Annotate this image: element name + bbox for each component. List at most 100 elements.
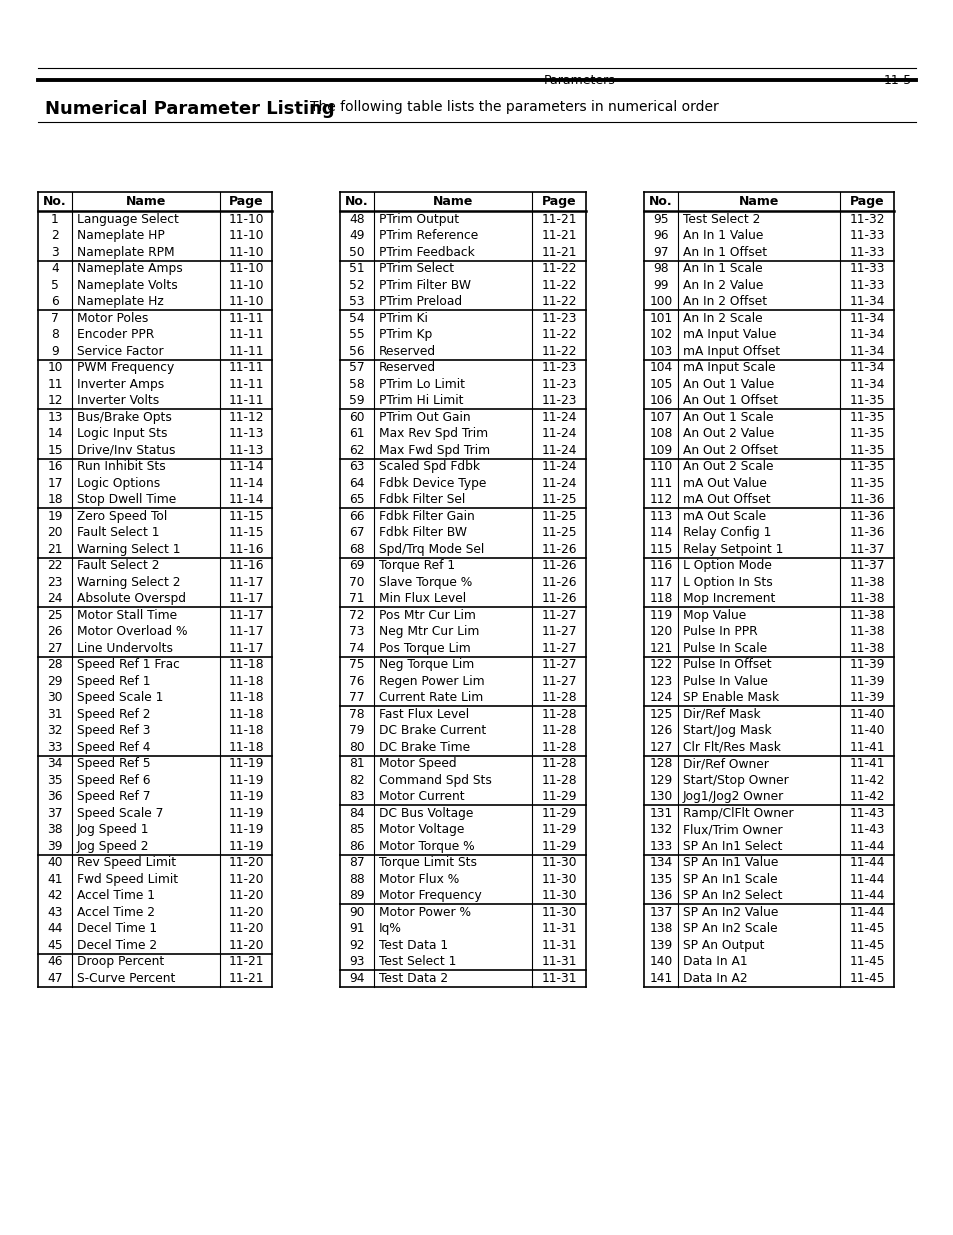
Text: 11-33: 11-33	[848, 230, 883, 242]
Text: Test Data 2: Test Data 2	[378, 972, 448, 984]
Text: 11-22: 11-22	[540, 329, 577, 341]
Text: 77: 77	[349, 692, 364, 704]
Text: 11-23: 11-23	[540, 311, 577, 325]
Text: L Option Mode: L Option Mode	[682, 559, 771, 572]
Text: 36: 36	[48, 790, 63, 803]
Text: 11-29: 11-29	[540, 790, 577, 803]
Text: 11-35: 11-35	[848, 461, 883, 473]
Text: 99: 99	[653, 279, 668, 291]
Text: 66: 66	[349, 510, 364, 522]
Text: 11-26: 11-26	[540, 576, 577, 589]
Text: 11-31: 11-31	[540, 923, 577, 935]
Text: 11-34: 11-34	[848, 295, 883, 309]
Text: 138: 138	[649, 923, 672, 935]
Text: Pulse In PPR: Pulse In PPR	[682, 625, 757, 638]
Text: 101: 101	[649, 311, 672, 325]
Text: An In 1 Offset: An In 1 Offset	[682, 246, 766, 259]
Text: 11-20: 11-20	[228, 889, 263, 903]
Text: 32: 32	[48, 724, 63, 737]
Text: 57: 57	[349, 362, 364, 374]
Text: 75: 75	[349, 658, 364, 672]
Text: 11-38: 11-38	[848, 609, 883, 621]
Text: Page: Page	[541, 195, 576, 207]
Text: 71: 71	[349, 593, 364, 605]
Text: 4: 4	[51, 262, 59, 275]
Text: 79: 79	[349, 724, 364, 737]
Text: 89: 89	[349, 889, 364, 903]
Text: 11-17: 11-17	[228, 642, 263, 655]
Text: 139: 139	[649, 939, 672, 952]
Text: 11-41: 11-41	[848, 757, 883, 771]
Text: DC Brake Time: DC Brake Time	[378, 741, 470, 753]
Text: 11-28: 11-28	[540, 774, 577, 787]
Text: 54: 54	[349, 311, 364, 325]
Text: 26: 26	[48, 625, 63, 638]
Text: 11-38: 11-38	[848, 576, 883, 589]
Text: 117: 117	[649, 576, 672, 589]
Text: 11-14: 11-14	[228, 493, 263, 506]
Text: 11-14: 11-14	[228, 461, 263, 473]
Text: 121: 121	[649, 642, 672, 655]
Text: 11-11: 11-11	[228, 362, 263, 374]
Text: 11-17: 11-17	[228, 593, 263, 605]
Text: 11-25: 11-25	[540, 526, 577, 540]
Text: 11-15: 11-15	[228, 510, 264, 522]
Text: Regen Power Lim: Regen Power Lim	[378, 674, 484, 688]
Text: 18: 18	[47, 493, 63, 506]
Text: 11-19: 11-19	[228, 757, 263, 771]
Text: 11-19: 11-19	[228, 790, 263, 803]
Text: Motor Overload %: Motor Overload %	[77, 625, 188, 638]
Text: 11-45: 11-45	[848, 923, 883, 935]
Text: Speed Ref 6: Speed Ref 6	[77, 774, 151, 787]
Text: Decel Time 1: Decel Time 1	[77, 923, 157, 935]
Text: 11-34: 11-34	[848, 378, 883, 390]
Text: 63: 63	[349, 461, 364, 473]
Text: 140: 140	[649, 955, 672, 968]
Text: 35: 35	[47, 774, 63, 787]
Text: 104: 104	[649, 362, 672, 374]
Text: 73: 73	[349, 625, 364, 638]
Text: 11-24: 11-24	[540, 411, 577, 424]
Text: 11-10: 11-10	[228, 212, 263, 226]
Text: 11-10: 11-10	[228, 262, 263, 275]
Text: 74: 74	[349, 642, 364, 655]
Text: 11-13: 11-13	[228, 443, 263, 457]
Text: 11-35: 11-35	[848, 427, 883, 440]
Text: 23: 23	[48, 576, 63, 589]
Text: 11-38: 11-38	[848, 593, 883, 605]
Text: Speed Ref 1: Speed Ref 1	[77, 674, 151, 688]
Text: Speed Ref 1 Frac: Speed Ref 1 Frac	[77, 658, 180, 672]
Text: 11-34: 11-34	[848, 329, 883, 341]
Text: DC Bus Voltage: DC Bus Voltage	[378, 806, 473, 820]
Text: 124: 124	[649, 692, 672, 704]
Text: Accel Time 2: Accel Time 2	[77, 905, 154, 919]
Text: 11-18: 11-18	[228, 674, 264, 688]
Text: 37: 37	[48, 806, 63, 820]
Text: mA Input Offset: mA Input Offset	[682, 345, 780, 358]
Text: 116: 116	[649, 559, 672, 572]
Text: 109: 109	[649, 443, 672, 457]
Text: 60: 60	[349, 411, 364, 424]
Text: SP An In2 Value: SP An In2 Value	[682, 905, 778, 919]
Text: An In 1 Scale: An In 1 Scale	[682, 262, 761, 275]
Text: Nameplate HP: Nameplate HP	[77, 230, 165, 242]
Text: PTrim Select: PTrim Select	[378, 262, 454, 275]
Text: 134: 134	[649, 856, 672, 869]
Text: 34: 34	[48, 757, 63, 771]
Text: 11-19: 11-19	[228, 774, 263, 787]
Text: Reserved: Reserved	[378, 362, 436, 374]
Text: 11-29: 11-29	[540, 840, 577, 852]
Text: 14: 14	[48, 427, 63, 440]
Text: Logic Input Sts: Logic Input Sts	[77, 427, 168, 440]
Text: 11-31: 11-31	[540, 955, 577, 968]
Text: 115: 115	[649, 542, 672, 556]
Text: Speed Scale 1: Speed Scale 1	[77, 692, 163, 704]
Text: 6: 6	[51, 295, 59, 309]
Text: 11-23: 11-23	[540, 394, 577, 408]
Text: Speed Ref 3: Speed Ref 3	[77, 724, 151, 737]
Text: 11-24: 11-24	[540, 461, 577, 473]
Text: 11-28: 11-28	[540, 741, 577, 753]
Text: Speed Scale 7: Speed Scale 7	[77, 806, 163, 820]
Text: 76: 76	[349, 674, 364, 688]
Text: 5: 5	[51, 279, 59, 291]
